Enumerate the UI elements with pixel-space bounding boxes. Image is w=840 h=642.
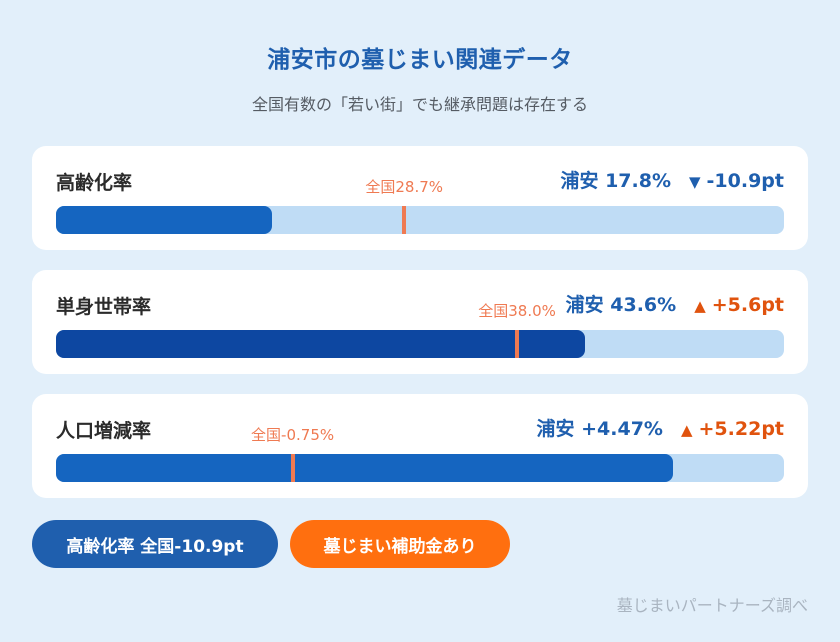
city-bar <box>56 454 673 482</box>
delta-value: ▼ -10.9pt <box>689 170 784 192</box>
metric-label: 単身世帯率 <box>56 296 152 318</box>
metric-value: 浦安 17.8% ▼ -10.9pt <box>560 166 784 193</box>
metric-card: 高齢化率 浦安 17.8% ▼ -10.9pt 全国28.7% <box>32 146 808 250</box>
metric-value: 浦安 +4.47% ▲ +5.22pt <box>537 414 784 441</box>
metric-card: 人口増減率 浦安 +4.47% ▲ +5.22pt 全国-0.75% <box>32 394 808 498</box>
aging-rate-badge: 高齢化率 全国-10.9pt <box>32 520 278 568</box>
source-credit: 墓じまいパートナーズ調べ <box>616 596 808 615</box>
delta-text: -10.9pt <box>706 170 784 192</box>
down-triangle-icon: ▼ <box>689 173 701 191</box>
delta-value: ▲ +5.6pt <box>694 294 784 316</box>
national-marker <box>290 454 295 482</box>
bar-track: 全国-0.75% <box>56 426 784 482</box>
national-marker <box>515 330 520 358</box>
delta-value: ▲ +5.22pt <box>681 418 784 440</box>
national-label: 全国28.7% <box>365 178 444 196</box>
bar-track: 全国38.0% <box>56 302 784 358</box>
city-value: 浦安 +4.47% <box>536 418 663 440</box>
city-bar <box>56 206 272 234</box>
metric-label: 高齢化率 <box>56 172 133 194</box>
metric-label: 人口増減率 <box>56 420 152 442</box>
up-triangle-icon: ▲ <box>694 297 706 315</box>
page-subtitle: 全国有数の「若い街」でも継承問題は存在する <box>251 95 588 114</box>
bar-track: 全国28.7% <box>56 178 784 234</box>
delta-text: +5.6pt <box>711 294 784 316</box>
metric-card: 単身世帯率 浦安 43.6% ▲ +5.6pt 全国38.0% <box>32 270 808 374</box>
city-value: 浦安 17.8% <box>560 170 671 192</box>
subsidy-badge: 墓じまい補助金あり <box>290 520 510 568</box>
up-triangle-icon: ▲ <box>680 421 693 439</box>
national-label: 全国-0.75% <box>251 426 335 444</box>
national-label: 全国38.0% <box>478 302 556 320</box>
national-marker <box>402 206 407 234</box>
page-title: 浦安市の墓じまい関連データ <box>267 47 573 73</box>
city-value: 浦安 43.6% <box>565 294 677 316</box>
city-bar <box>56 330 585 358</box>
delta-text: +5.22pt <box>698 418 784 440</box>
metric-value: 浦安 43.6% ▲ +5.6pt <box>566 290 784 317</box>
